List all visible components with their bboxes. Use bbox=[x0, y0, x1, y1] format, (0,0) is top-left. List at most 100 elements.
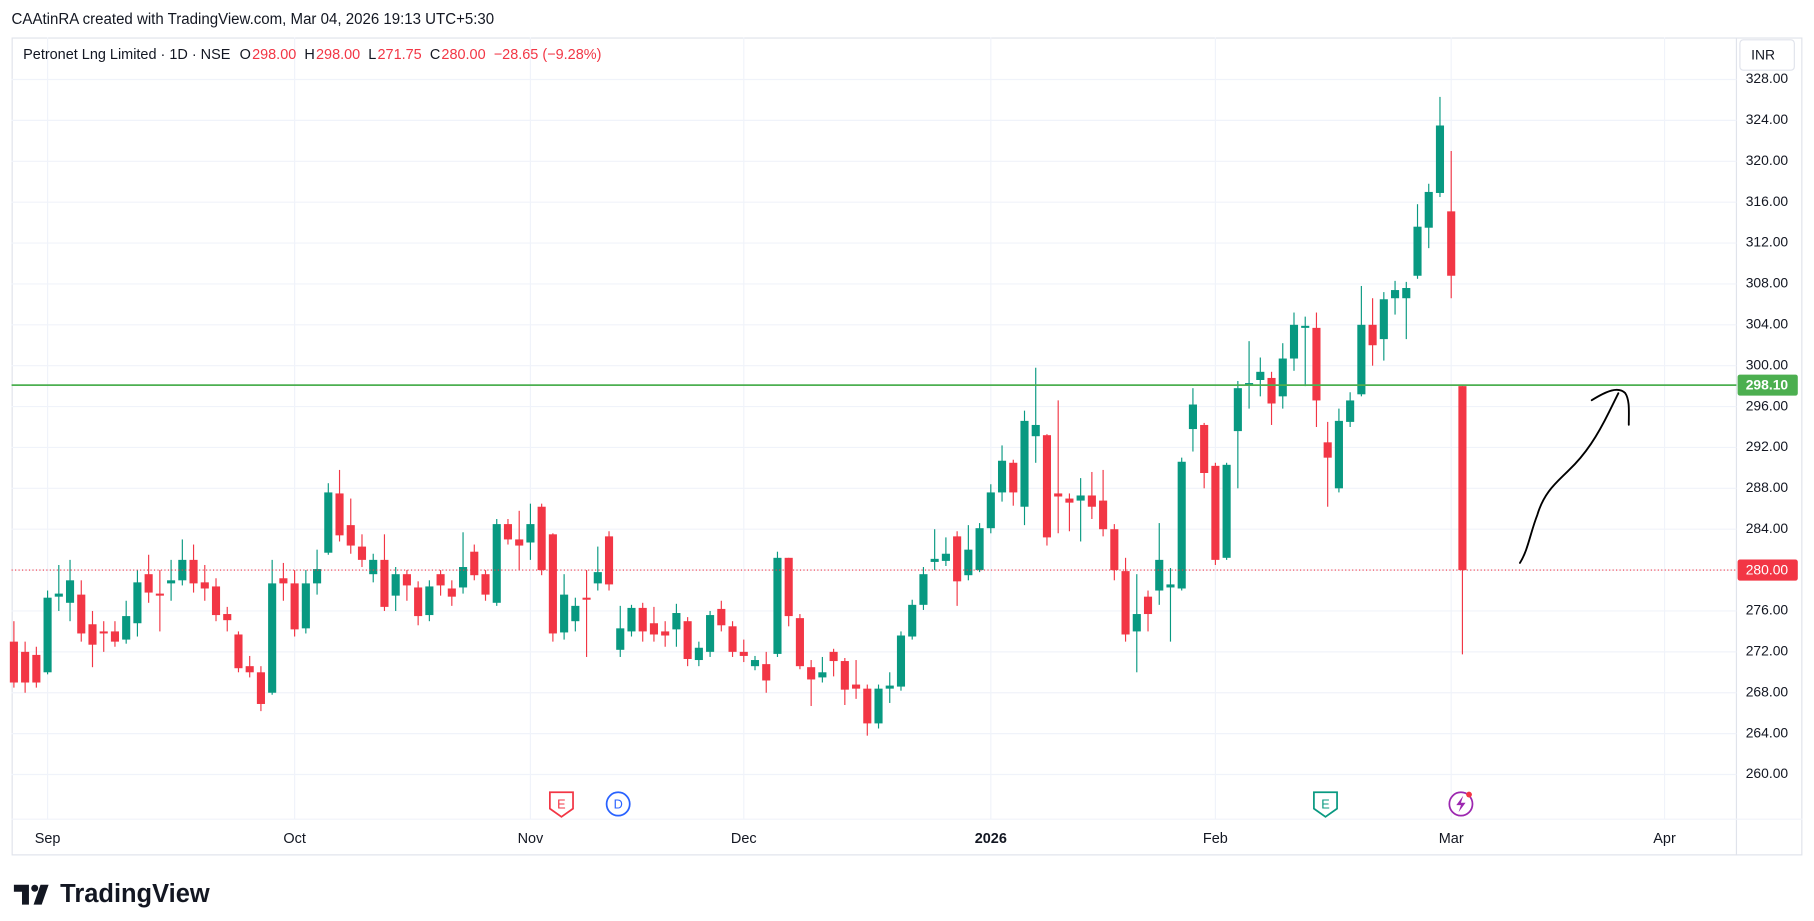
candle-body bbox=[492, 524, 501, 603]
candle-body bbox=[953, 536, 962, 582]
candle-body bbox=[986, 492, 995, 529]
candle-body bbox=[99, 631, 108, 634]
candle-body bbox=[930, 558, 939, 562]
y-tick-label: 324.00 bbox=[1746, 111, 1789, 127]
x-tick-label: Feb bbox=[1203, 831, 1228, 847]
candle-body bbox=[1121, 571, 1130, 635]
y-tick-label: 292.00 bbox=[1746, 438, 1789, 454]
candle-body bbox=[739, 651, 748, 656]
candle-body bbox=[795, 618, 804, 667]
y-tick-label: 316.00 bbox=[1746, 193, 1789, 209]
candle-body bbox=[1155, 559, 1164, 591]
candle-body bbox=[1278, 358, 1287, 397]
event-label: E bbox=[557, 796, 566, 811]
candle-body bbox=[941, 553, 950, 561]
candle-body bbox=[458, 567, 468, 588]
hand-drawn-arrow bbox=[1519, 388, 1630, 564]
candle-body bbox=[885, 685, 894, 689]
brand-name: TradingView bbox=[60, 880, 210, 908]
candle-body bbox=[425, 586, 434, 616]
candle-body bbox=[908, 604, 917, 637]
candle-body bbox=[683, 621, 692, 660]
legend-text: 298.00 bbox=[252, 47, 296, 63]
y-tick-label: 268.00 bbox=[1746, 683, 1789, 699]
grid bbox=[11, 37, 1737, 820]
candle-body bbox=[863, 688, 872, 724]
candle-body bbox=[1402, 288, 1411, 299]
price-tag bbox=[1737, 374, 1798, 396]
candle-body bbox=[728, 626, 737, 652]
candle-body bbox=[470, 551, 479, 576]
legend-text: 271.75 bbox=[378, 47, 422, 63]
x-tick-label: Sep bbox=[35, 831, 61, 847]
y-tick-label: 288.00 bbox=[1746, 479, 1789, 495]
event-label: D bbox=[614, 796, 623, 811]
event-icon[interactable] bbox=[605, 791, 631, 817]
plot bbox=[9, 96, 1737, 736]
candle-body bbox=[1334, 420, 1343, 489]
candle-body bbox=[1312, 327, 1321, 401]
x-tick-label: Apr bbox=[1653, 831, 1676, 847]
candle-body bbox=[290, 583, 299, 630]
candle-body bbox=[1346, 400, 1355, 422]
candle-body bbox=[88, 624, 97, 645]
y-tick-label: 328.00 bbox=[1746, 70, 1789, 86]
candle-body bbox=[582, 597, 591, 600]
candle-body bbox=[1211, 465, 1220, 560]
candle-body bbox=[268, 583, 277, 693]
candle-body bbox=[1424, 191, 1433, 228]
event-icon[interactable] bbox=[1313, 791, 1338, 818]
candle-body bbox=[167, 580, 176, 584]
x-tick-label: 2026 bbox=[975, 831, 1007, 847]
candle-body bbox=[627, 607, 636, 632]
candle-body bbox=[1110, 529, 1119, 571]
candle-body bbox=[526, 524, 535, 543]
candle-body bbox=[829, 651, 838, 662]
candle-body bbox=[301, 583, 310, 629]
event-icon[interactable] bbox=[549, 791, 574, 818]
candle-body bbox=[1447, 211, 1456, 276]
candle-body bbox=[1267, 377, 1276, 404]
y-tick-label: 296.00 bbox=[1746, 397, 1789, 413]
candle-body bbox=[919, 574, 928, 605]
candle-body bbox=[852, 684, 861, 689]
candle-body bbox=[1166, 584, 1175, 588]
candle-body bbox=[717, 608, 726, 626]
candle-body bbox=[1132, 614, 1141, 632]
x-tick-label: Oct bbox=[283, 831, 305, 847]
y-tick-label: 276.00 bbox=[1746, 602, 1789, 618]
candle-body bbox=[1379, 299, 1388, 340]
candle-body bbox=[1391, 290, 1400, 299]
candle-body bbox=[1413, 226, 1422, 276]
candle-body bbox=[234, 634, 243, 669]
candle-body bbox=[1076, 495, 1085, 501]
frame bbox=[11, 37, 1803, 856]
y-tick-label: 312.00 bbox=[1746, 234, 1789, 250]
candle-body bbox=[604, 536, 614, 585]
brand: TradingView bbox=[13, 880, 210, 908]
y-tick-label: 300.00 bbox=[1746, 356, 1789, 372]
candle-body bbox=[638, 607, 647, 632]
currency-box[interactable] bbox=[1739, 39, 1795, 71]
candle-body bbox=[661, 631, 670, 636]
candle-body bbox=[481, 574, 490, 595]
candle-body bbox=[110, 631, 120, 642]
candle-body bbox=[1065, 498, 1074, 503]
candle-body bbox=[211, 586, 221, 616]
candle-body bbox=[9, 641, 18, 683]
legend-text: C bbox=[430, 47, 440, 63]
candle-body bbox=[346, 525, 355, 546]
candle-body bbox=[1256, 371, 1265, 380]
legend: Petronet Lng Limited · 1D · NSE O 298.00 H… bbox=[23, 47, 601, 63]
candle-body bbox=[133, 582, 142, 624]
y-tick-label: 264.00 bbox=[1746, 724, 1789, 740]
candle-body bbox=[335, 493, 344, 536]
y-tick-label: 320.00 bbox=[1746, 152, 1789, 168]
event-glyph bbox=[1456, 795, 1466, 813]
candle-body bbox=[818, 672, 827, 678]
candle-body bbox=[1143, 596, 1153, 615]
candle-body bbox=[1289, 324, 1299, 359]
candle-body bbox=[773, 557, 782, 654]
x-tick-label: Mar bbox=[1439, 831, 1464, 847]
